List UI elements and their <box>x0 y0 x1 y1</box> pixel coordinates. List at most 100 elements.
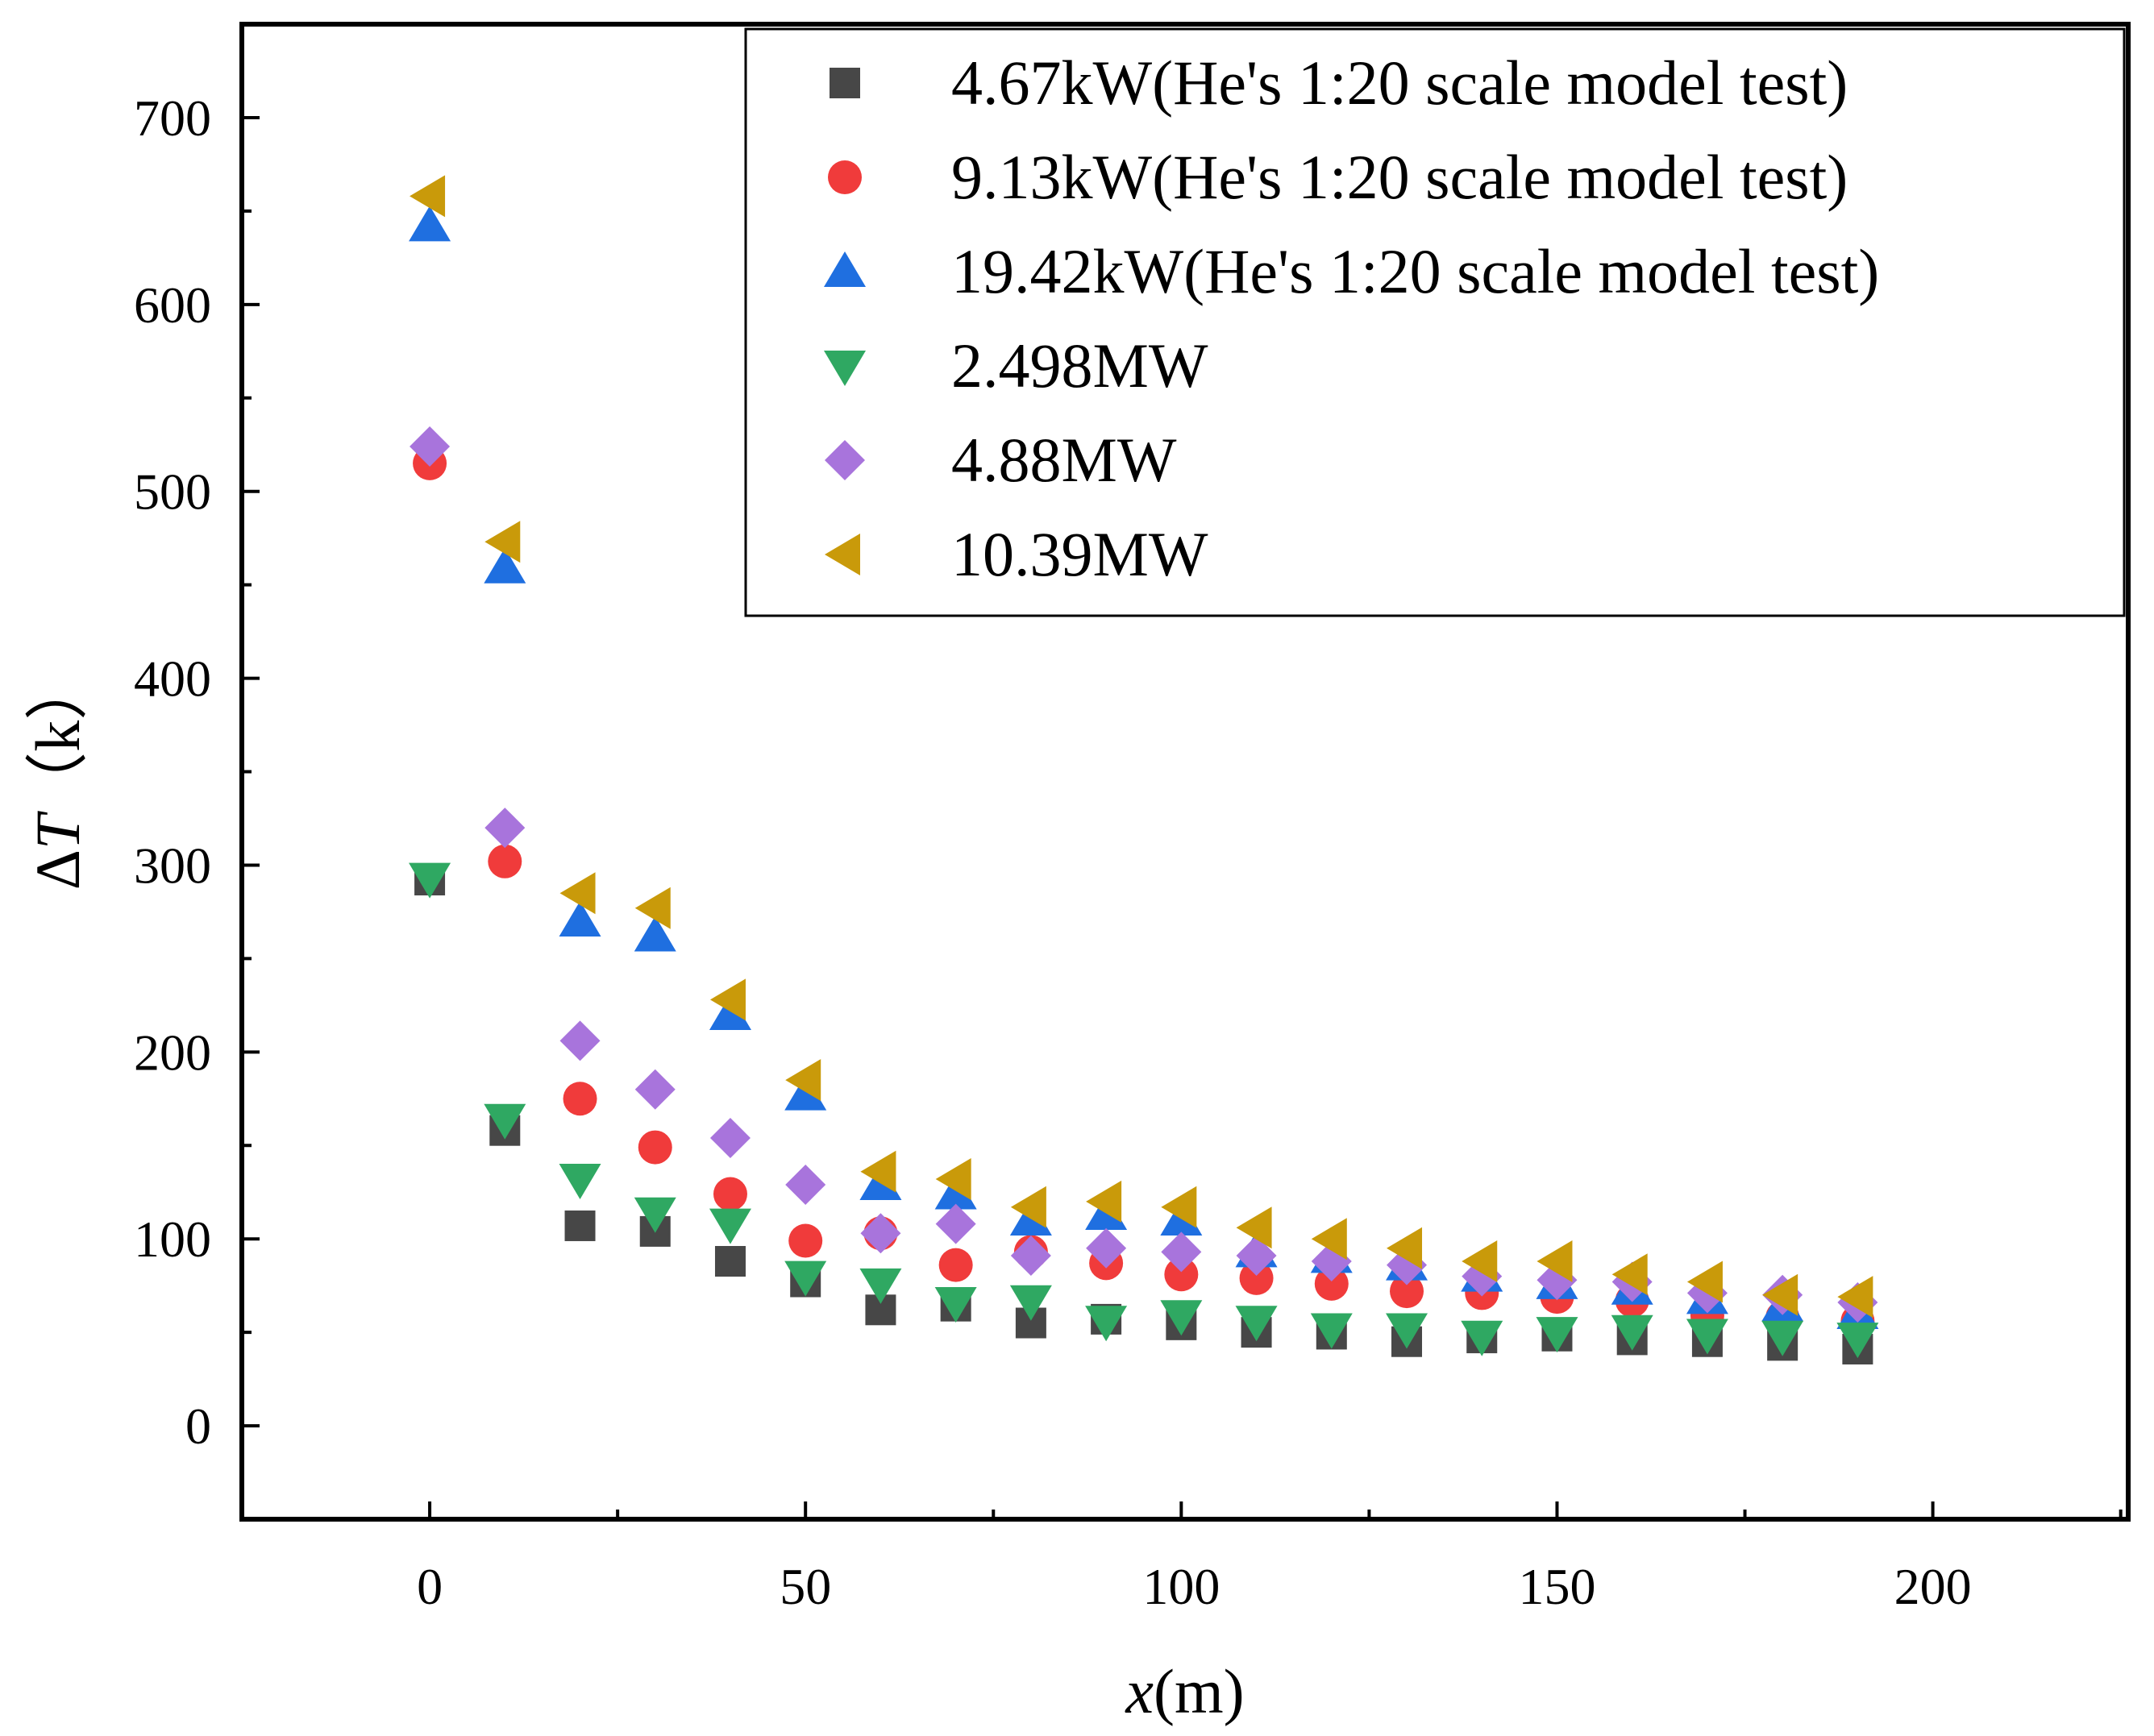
data-point <box>1086 1180 1122 1223</box>
x-tick-label: 150 <box>1518 1558 1595 1615</box>
data-point <box>1686 1260 1723 1303</box>
data-point <box>935 1157 971 1200</box>
data-point <box>785 1059 821 1102</box>
y-tick-label: 600 <box>134 276 211 334</box>
y-tick-label: 400 <box>134 650 211 708</box>
legend-label: 10.39MW <box>951 519 1208 589</box>
data-point <box>634 887 671 929</box>
legend-label: 19.42kW(He's 1:20 scale model test) <box>951 236 1879 306</box>
x-tick-label: 50 <box>780 1558 831 1615</box>
legend-marker <box>825 534 860 575</box>
data-point <box>709 1117 751 1158</box>
data-point <box>785 1164 826 1205</box>
data-point <box>488 844 522 878</box>
y-tick-label: 200 <box>134 1024 211 1081</box>
legend: 4.67kW(He's 1:20 scale model test) 9.13kW… <box>744 27 2126 617</box>
data-point <box>1236 1206 1272 1249</box>
ticks-layer: 0 100 200 300 400 500 600 700 0 50 100 150 200 <box>134 23 2123 1615</box>
data-point <box>1536 1240 1573 1283</box>
data-point <box>1387 1227 1423 1269</box>
data-point <box>1085 1306 1128 1342</box>
data-point <box>634 916 676 952</box>
data-point <box>409 206 451 242</box>
data-point <box>1161 1186 1197 1228</box>
markers-layer <box>409 175 1879 1364</box>
legend-marker <box>828 160 862 194</box>
legend-label: 4.67kW(He's 1:20 scale model test) <box>951 48 1848 118</box>
y-axis-var: T <box>23 811 93 849</box>
series-6 <box>410 175 1873 1319</box>
data-point <box>634 1197 676 1233</box>
legend-label: 2.498MW <box>951 330 1208 401</box>
y-tick-label: 500 <box>134 463 211 521</box>
legend-marker <box>830 68 860 98</box>
data-point <box>1160 1300 1203 1336</box>
y-tick-label: 300 <box>134 837 211 894</box>
data-point <box>938 1248 973 1282</box>
data-point <box>859 1268 902 1304</box>
data-point <box>410 175 446 218</box>
data-point <box>634 1069 676 1110</box>
x-tick-label: 200 <box>1894 1558 1972 1615</box>
y-axis-title: ΔT（k） <box>23 658 93 891</box>
data-point <box>1239 1260 1274 1295</box>
data-point <box>860 1213 901 1254</box>
data-point <box>1461 1320 1503 1356</box>
data-point <box>484 547 526 584</box>
data-point <box>1386 1313 1428 1349</box>
data-point <box>784 1260 827 1297</box>
y-axis-prefix: Δ <box>23 849 93 890</box>
data-point <box>709 994 751 1030</box>
y-tick-label: 0 <box>185 1398 211 1455</box>
y-axis-unit: （k） <box>23 658 93 815</box>
data-point <box>559 1163 601 1199</box>
data-point <box>1310 1313 1353 1349</box>
data-point <box>1462 1240 1498 1283</box>
legend-label: 9.13kW(He's 1:20 scale model test) <box>951 142 1848 212</box>
x-axis-title: x(m) <box>1125 1656 1244 1726</box>
data-point <box>714 1246 746 1277</box>
data-point <box>638 1130 672 1165</box>
x-tick-label: 0 <box>417 1558 443 1615</box>
data-point <box>563 1082 597 1116</box>
data-point <box>1164 1257 1199 1292</box>
data-point <box>564 1210 596 1241</box>
data-point <box>1010 1186 1046 1228</box>
data-point <box>709 1208 751 1244</box>
data-point <box>784 1074 827 1111</box>
data-point <box>1311 1218 1347 1260</box>
data-point <box>1686 1319 1728 1355</box>
legend-box <box>744 27 2126 617</box>
data-point <box>410 426 451 467</box>
data-point <box>788 1223 823 1258</box>
series-4 <box>409 862 1879 1359</box>
data-point <box>1536 1317 1578 1353</box>
plot-frame <box>239 22 2131 1522</box>
data-point <box>1762 1273 1798 1316</box>
x-axis-var: x <box>1125 1656 1154 1726</box>
data-point <box>1086 1227 1127 1269</box>
data-point <box>860 1150 896 1193</box>
data-point <box>1761 1320 1804 1356</box>
data-point <box>484 1103 526 1140</box>
legend-label: 4.88MW <box>951 425 1177 495</box>
y-tick-label: 700 <box>134 89 211 147</box>
data-point <box>713 1177 747 1211</box>
data-point <box>1390 1274 1424 1309</box>
data-point <box>1611 1253 1648 1296</box>
data-point <box>559 901 601 937</box>
y-tick-label: 100 <box>134 1211 211 1268</box>
data-point <box>559 1020 601 1061</box>
data-point <box>1836 1323 1879 1359</box>
legend-marker <box>824 351 866 386</box>
x-axis-unit: (m) <box>1154 1656 1245 1726</box>
data-point <box>1009 1285 1052 1321</box>
data-point <box>1611 1314 1653 1351</box>
data-point <box>1235 1306 1278 1342</box>
data-point <box>484 521 521 563</box>
data-point <box>934 1287 977 1323</box>
data-point <box>484 808 526 849</box>
data-point <box>1236 1236 1277 1277</box>
data-point <box>1010 1236 1051 1277</box>
